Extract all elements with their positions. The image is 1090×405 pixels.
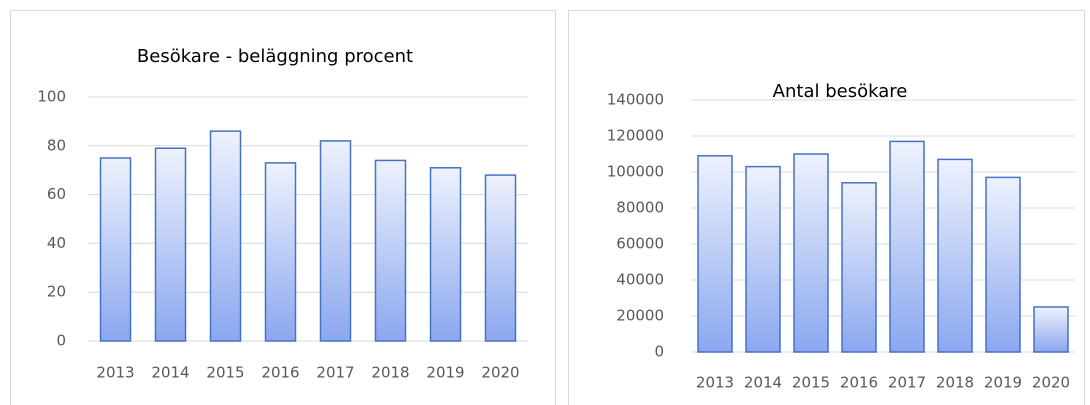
x-tick-label: 2014 [744, 374, 782, 392]
x-tick-label: 2018 [936, 374, 974, 392]
chart-title: Besökare - beläggning procent [137, 46, 413, 67]
bar [1033, 306, 1069, 353]
bar [429, 167, 462, 342]
bar [99, 157, 132, 342]
bar [793, 153, 829, 353]
x-tick-label: 2013 [696, 374, 734, 392]
y-tick-label: 0 [654, 343, 664, 361]
y-tick-label: 40 [47, 234, 66, 252]
bar [374, 159, 407, 342]
x-tick-label: 2019 [984, 374, 1022, 392]
x-tick-label: 2015 [206, 364, 244, 382]
x-tick-label: 2016 [840, 374, 878, 392]
y-tick-label: 80000 [616, 199, 664, 217]
bar [209, 130, 242, 342]
x-tick-label: 2016 [261, 364, 299, 382]
x-tick-label: 2017 [888, 374, 926, 392]
y-tick-label: 140000 [607, 91, 664, 109]
x-tick-label: 2015 [792, 374, 830, 392]
bar [484, 174, 517, 342]
bar [889, 140, 925, 353]
x-tick-label: 2017 [316, 364, 354, 382]
bar [154, 147, 187, 342]
y-tick-label: 20000 [616, 307, 664, 325]
x-tick-label: 2020 [1032, 374, 1070, 392]
x-tick-label: 2014 [151, 364, 189, 382]
y-tick-label: 120000 [607, 127, 664, 145]
y-tick-label: 40000 [616, 271, 664, 289]
bar [937, 158, 973, 353]
bar [697, 155, 733, 353]
x-tick-label: 2013 [96, 364, 134, 382]
y-tick-label: 60000 [616, 235, 664, 253]
x-tick-label: 2018 [371, 364, 409, 382]
bar [985, 176, 1021, 353]
y-tick-label: 100 [37, 88, 66, 106]
y-tick-label: 100000 [607, 163, 664, 181]
y-tick-label: 0 [56, 332, 66, 350]
chart-title: Antal besökare [773, 81, 908, 102]
y-tick-label: 20 [47, 283, 66, 301]
bar [841, 182, 877, 353]
bar [319, 140, 352, 342]
x-tick-label: 2019 [426, 364, 464, 382]
x-tick-label: 2020 [481, 364, 519, 382]
y-tick-label: 80 [47, 136, 66, 154]
y-tick-label: 60 [47, 185, 66, 203]
bar [745, 165, 781, 353]
bar [264, 162, 297, 342]
